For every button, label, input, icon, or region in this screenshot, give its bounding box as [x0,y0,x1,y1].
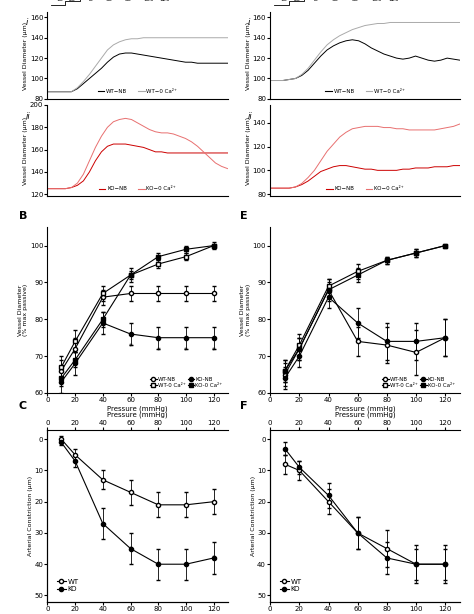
Legend: WT−NB, WT−0 Ca²⁺: WT−NB, WT−0 Ca²⁺ [95,87,180,96]
Text: ii: ii [26,112,30,121]
Text: 120: 120 [159,0,170,2]
Text: F: F [240,401,247,411]
Legend: WT, KO: WT, KO [55,576,82,595]
Y-axis label: Vessel Diameter (μm): Vessel Diameter (μm) [23,21,28,90]
Text: 60: 60 [105,0,112,2]
Legend: WT-NB, WT-0 Ca²⁺, KO-NB, KO-0 Ca²⁺: WT-NB, WT-0 Ca²⁺, KO-NB, KO-0 Ca²⁺ [380,375,457,390]
Text: *: * [212,555,216,564]
Y-axis label: Vessel Diameter (μm): Vessel Diameter (μm) [23,117,28,185]
Text: 20: 20 [293,0,300,2]
Y-axis label: Vessel Diameter
(% max passive): Vessel Diameter (% max passive) [18,284,28,336]
Text: B: B [18,211,27,221]
Text: E: E [240,211,247,221]
Legend: WT-NB, WT-0 Ca²⁺, KO-NB, KO-0 Ca²⁺: WT-NB, WT-0 Ca²⁺, KO-NB, KO-0 Ca²⁺ [147,375,225,390]
Text: 10: 10 [280,0,287,2]
Y-axis label: Vessel Diameter
(% max passive): Vessel Diameter (% max passive) [240,284,251,336]
Text: 100: 100 [371,0,382,2]
Y-axis label: Vessel Diameter (μm): Vessel Diameter (μm) [246,21,251,90]
Legend: KO−NB, KO−0 Ca²⁺: KO−NB, KO−0 Ca²⁺ [97,184,178,193]
Text: 80: 80 [125,0,132,2]
X-axis label: Pressure (mmHg): Pressure (mmHg) [107,412,168,418]
X-axis label: Pressure (mmHg): Pressure (mmHg) [335,406,395,413]
Text: *: * [156,347,160,356]
Y-axis label: Arterial Constriction (μm): Arterial Constriction (μm) [251,476,255,556]
Legend: KO−NB, KO−0 Ca²⁺: KO−NB, KO−0 Ca²⁺ [324,184,406,193]
Text: 60: 60 [331,0,338,2]
Text: 10: 10 [56,0,64,2]
Text: C: C [18,401,27,411]
Text: 100: 100 [143,0,154,2]
X-axis label: Pressure (mmHg): Pressure (mmHg) [107,406,168,413]
Text: *: * [184,347,188,356]
Text: 40: 40 [87,0,94,2]
Text: *: * [212,347,216,356]
Text: *: * [128,546,132,555]
Text: 80: 80 [352,0,359,2]
Text: *: * [128,343,132,352]
Y-axis label: Arterial Constriction (μm): Arterial Constriction (μm) [28,476,33,556]
Text: *: * [156,561,160,570]
Legend: WT−NB, WT−0 Ca²⁺: WT−NB, WT−0 Ca²⁺ [323,87,407,96]
Text: 20: 20 [69,0,76,2]
Legend: WT, KO: WT, KO [277,576,304,595]
Text: i: i [26,18,28,27]
Text: ii: ii [247,112,252,121]
Text: 40: 40 [312,0,319,2]
X-axis label: Pressure (mmHg): Pressure (mmHg) [335,412,395,418]
Text: 120: 120 [388,0,399,2]
Y-axis label: Vessel Diameter (μm): Vessel Diameter (μm) [246,117,251,185]
Text: i: i [247,18,250,27]
